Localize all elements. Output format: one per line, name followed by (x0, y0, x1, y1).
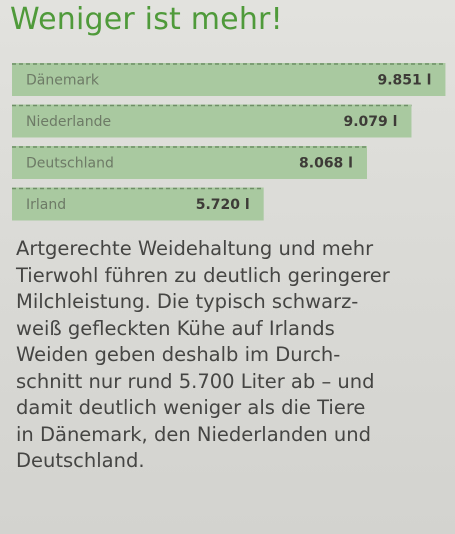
bar (12, 63, 446, 96)
bar-chart: Dänemark 9.851 l Niederlande 9.079 l Deutsch… (12, 63, 446, 221)
category-label: Irland (26, 197, 66, 213)
bar (12, 104, 412, 138)
bar-group-d-nemark: Dänemark 9.851 l (12, 63, 446, 96)
text-line: Milchleistung. Die typisch schwarz- (16, 290, 359, 313)
bar-group-deutschland: Deutschland 8.068 l (12, 146, 367, 179)
value-label: 8.068 l (299, 156, 353, 172)
text-line: Deutschland. (16, 449, 145, 472)
bar-group-irland: Irland 5.720 l (12, 187, 264, 221)
value-label: 9.079 l (344, 114, 398, 130)
bar-group-niederlande: Niederlande 9.079 l (12, 104, 412, 138)
text-line: Weiden geben deshalb im Durch- (16, 343, 341, 366)
text-line: weiß gefleckten Kühe auf Irlands (16, 316, 335, 340)
text-line: Tierwohl führen zu deutlich geringerer (16, 263, 390, 287)
value-label: 5.720 l (196, 197, 250, 213)
bar (12, 187, 264, 221)
category-label: Deutschland (26, 156, 114, 172)
bar (12, 146, 367, 179)
article-text: Artgerechte Weidehaltung und mehr Tierwo… (16, 236, 448, 475)
value-label: 9.851 l (377, 73, 431, 89)
text-line: damit deutlich weniger als die Tiere (16, 396, 366, 419)
category-label: Dänemark (26, 73, 100, 89)
text-line: schnitt nur rund 5.700 Liter ab – und (16, 369, 375, 393)
category-label: Niederlande (26, 114, 111, 130)
text-line: Artgerechte Weidehaltung und mehr (16, 237, 374, 260)
text-line: in Dänemark, den Niederlanden und (16, 422, 372, 446)
chart-title: Weniger ist mehr! (10, 2, 283, 37)
